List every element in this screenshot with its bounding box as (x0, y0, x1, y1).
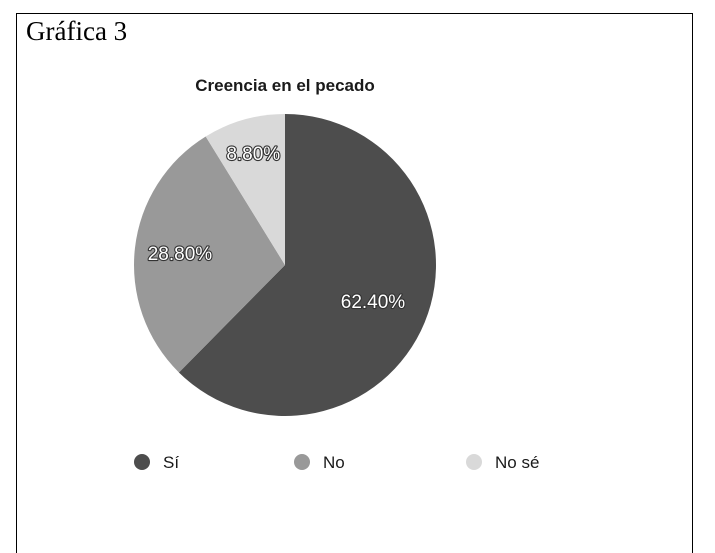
pie-slice-2 (133, 136, 285, 373)
chart-title: Creencia en el pecado (195, 76, 375, 95)
pie-slices (133, 114, 437, 417)
chart-legend: Sí No No sé (134, 453, 539, 472)
legend-label-slice-1: Sí (163, 453, 179, 472)
legend-label-slice-3: No sé (495, 453, 539, 472)
legend-marker-slice-1 (134, 454, 150, 470)
figure-label: Gráfica 3 (26, 16, 128, 46)
legend-marker-slice-2 (294, 454, 310, 470)
pie-slice-3 (205, 114, 285, 265)
pie-slice-1 (178, 114, 437, 417)
data-label-slice-3: 8.80% (226, 144, 280, 165)
figure-frame (16, 13, 693, 553)
legend-marker-slice-3 (466, 454, 482, 470)
legend-label-slice-2: No (323, 453, 345, 472)
data-label-slice-2: 28.80% (148, 244, 213, 265)
data-label-slice-1: 62.40% (341, 292, 406, 313)
pie-slice-labels: 62.40% 28.80% 8.80% (147, 143, 407, 314)
